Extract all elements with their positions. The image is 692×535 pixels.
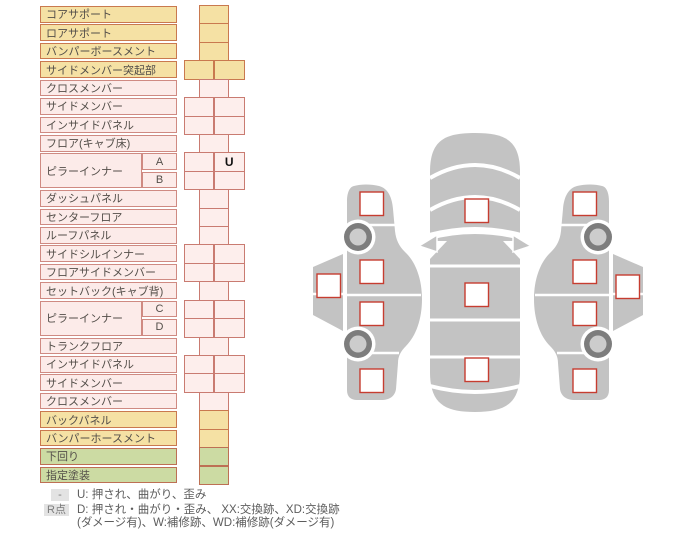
damage-cell-row12[interactable] (198, 226, 229, 246)
damage-cell-row9[interactable] (183, 170, 214, 191)
damage-cell-row5[interactable] (214, 97, 245, 117)
left-mirror-icon (417, 233, 438, 254)
marker-center-roof[interactable] (464, 282, 490, 308)
part-label-row22: バックパネル (40, 411, 177, 428)
part-label-row5: サイドメンバー (40, 98, 177, 115)
legend-badge-dash: - (51, 489, 69, 501)
legend: - U: 押され、曲がり、歪み R点 D: 押され・曲がり・歪み、 XX:交換跡… (42, 489, 340, 532)
part-label-row15: セットバック(キャブ背) (40, 282, 177, 299)
part-label-row11: センターフロア (40, 208, 177, 226)
part-label-row18: トランクフロア (40, 337, 177, 355)
damage-cell-row15[interactable] (198, 281, 229, 301)
right-mirror-icon (512, 233, 533, 254)
part-label-row16: ピラーインナー (40, 300, 142, 336)
part-label-row19: インサイドパネル (40, 355, 177, 373)
part-label-row13: サイドシルインナー (40, 245, 177, 263)
marker-center-trunk[interactable] (464, 357, 490, 383)
marker-right-rocker[interactable] (615, 274, 641, 300)
legend-text-rten-line1: D: 押され・曲がり・歪み、 XX:交換跡、XD:交換跡 (77, 503, 340, 516)
part-label-row23: バンパーホースメント (40, 429, 177, 447)
damage-cell-row24[interactable] (198, 447, 229, 467)
part-sublabel-B: B (142, 171, 177, 189)
damage-cell-row6[interactable] (214, 115, 245, 135)
part-label-row24: 下回り (40, 448, 177, 465)
damage-cell-row16[interactable] (214, 299, 245, 320)
part-label-row21: クロスメンバー (40, 392, 177, 410)
damage-cell-row13[interactable] (214, 244, 245, 264)
damage-cell-row14[interactable] (214, 262, 245, 283)
damage-cell-row22[interactable] (198, 410, 229, 430)
parts-table: コアサポート ロアサポート バンパーボースメント サイドメンバー突起部 クロスメンバーサ… (40, 0, 250, 490)
damage-cell-row13[interactable] (183, 244, 214, 264)
damage-cell-row0[interactable] (198, 5, 229, 25)
damage-cell-row19[interactable] (214, 354, 245, 375)
marker-left-front-fender[interactable] (359, 191, 385, 217)
part-label-row25: 指定塗装 (40, 466, 177, 484)
part-label-row7: フロア(キャブ床) (40, 134, 177, 152)
marker-left-rocker[interactable] (316, 273, 342, 299)
damage-cell-row3[interactable] (183, 60, 214, 80)
marker-right-rear-fender[interactable] (572, 368, 598, 394)
damage-cell-row18[interactable] (198, 336, 229, 356)
rear-wheel-icon (340, 326, 376, 362)
damage-cell-row25[interactable] (198, 465, 229, 485)
part-label-row14: フロアサイドメンバー (40, 263, 177, 281)
damage-cell-row20[interactable] (183, 373, 214, 393)
part-label-row10: ダッシュパネル (40, 190, 177, 207)
damage-cell-row16[interactable] (183, 299, 214, 320)
damage-cell-row23[interactable] (198, 428, 229, 449)
marker-left-front-door[interactable] (359, 259, 385, 285)
damage-cell-row21[interactable] (198, 391, 229, 412)
damage-marker-layer (316, 191, 641, 394)
legend-text-u: U: 押され、曲がり、歪み (77, 489, 207, 501)
damage-cell-row3[interactable] (214, 60, 245, 80)
part-label-row12: ルーフパネル (40, 227, 177, 244)
damage-cell-row9[interactable] (214, 170, 245, 191)
part-sublabel-D: D (142, 319, 177, 336)
part-sublabel-A: A (142, 153, 177, 170)
side-body-shape (347, 184, 422, 400)
damage-cell-row19[interactable] (183, 354, 214, 375)
part-label-row1: ロアサポート (40, 24, 177, 41)
part-label-row4: クロスメンバー (40, 79, 177, 97)
marker-right-rear-door[interactable] (572, 301, 598, 327)
car-side-left-view (313, 184, 422, 400)
part-label-row20: サイドメンバー (40, 374, 177, 391)
damage-cell-row10[interactable] (198, 189, 229, 209)
damage-cell-row17[interactable] (183, 318, 214, 338)
damage-cell-row11[interactable] (198, 207, 229, 228)
damage-cell-row14[interactable] (183, 262, 214, 283)
damage-cell-row6[interactable] (183, 115, 214, 135)
marker-center-hood[interactable] (464, 198, 490, 224)
part-label-row6: インサイドパネル (40, 116, 177, 134)
part-label-row3: サイドメンバー突起部 (40, 61, 177, 78)
front-wheel-icon (340, 219, 376, 255)
part-label-row8: ピラーインナー (40, 153, 142, 189)
top-body-shape (430, 133, 520, 412)
marker-left-rear-door[interactable] (359, 301, 385, 327)
marker-right-front-door[interactable] (572, 259, 598, 285)
legend-row-rten: R点 D: 押され・曲がり・歪み、 XX:交換跡、XD:交換跡 (ダメージ有)、… (42, 503, 340, 531)
part-sublabel-C: C (142, 300, 177, 318)
damage-cell-row5[interactable] (183, 97, 214, 117)
damage-cell-row20[interactable] (214, 373, 245, 393)
damage-cell-row1[interactable] (198, 23, 229, 43)
legend-text-rten-line2: (ダメージ有)、W:補修跡、WD:補修跡(ダメージ有) (77, 517, 335, 529)
part-label-row0: コアサポート (40, 6, 177, 23)
legend-text-rten: D: 押され・曲がり・歪み、 XX:交換跡、XD:交換跡 (ダメージ有)、W:補… (77, 504, 340, 531)
legend-row-u: - U: 押され、曲がり、歪み (42, 489, 340, 503)
damage-cell-row8[interactable] (183, 152, 214, 172)
damage-cell-row17[interactable] (214, 318, 245, 338)
part-label-row2: バンパーボースメント (40, 42, 177, 60)
damage-cell-row7[interactable] (198, 133, 229, 154)
damage-cell-mark-U[interactable]: U (214, 152, 245, 172)
marker-left-rear-fender[interactable] (359, 368, 385, 394)
car-top-view (417, 133, 533, 412)
marker-right-front-fender[interactable] (572, 191, 598, 217)
damage-cell-row4[interactable] (198, 78, 229, 99)
damage-cell-row2[interactable] (198, 41, 229, 62)
legend-badge-rten: R点 (44, 503, 69, 516)
